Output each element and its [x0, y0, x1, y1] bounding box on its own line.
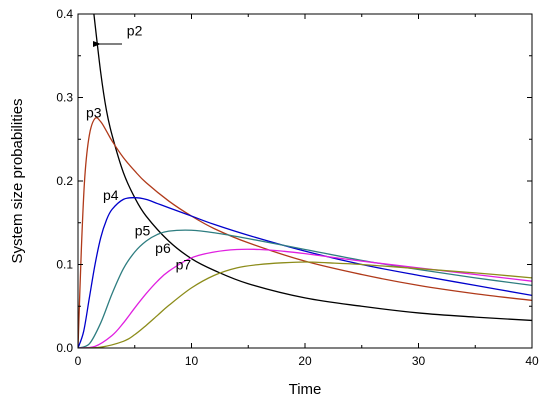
series-line-p5: [78, 229, 532, 348]
x-tick-label: 40: [525, 354, 539, 368]
y-tick-label: 0.0: [56, 341, 73, 355]
series-label-p7: p7: [176, 257, 192, 273]
series-label-p3: p3: [86, 105, 102, 121]
axes-layer: 0 10 20 30 40 0.0 0.1 0.2 0.3 0.4: [56, 7, 539, 368]
series-label-p2: p2: [127, 23, 143, 39]
x-tick-label: 20: [298, 354, 312, 368]
series-line-p7: [78, 261, 532, 348]
series-label-p4: p4: [103, 187, 119, 203]
series-line-p2: [93, 14, 532, 322]
x-tick-label: 10: [185, 354, 199, 368]
series-label-p5: p5: [135, 222, 151, 238]
y-tick-label: 0.2: [56, 174, 73, 188]
series-line-p6: [78, 248, 532, 348]
series-line-p3: [78, 117, 532, 348]
y-tick-label: 0.1: [56, 258, 73, 272]
x-tick-label: 30: [412, 354, 426, 368]
series-line-p4: [78, 197, 532, 348]
series-layer: [78, 14, 532, 348]
y-tick-label: 0.3: [56, 91, 73, 105]
x-axis-title: Time: [289, 381, 322, 398]
y-axis-title: System size probabilities: [9, 98, 26, 263]
series-label-p6: p6: [155, 240, 171, 256]
y-tick-label: 0.4: [56, 7, 73, 21]
x-tick-label: 0: [75, 354, 82, 368]
